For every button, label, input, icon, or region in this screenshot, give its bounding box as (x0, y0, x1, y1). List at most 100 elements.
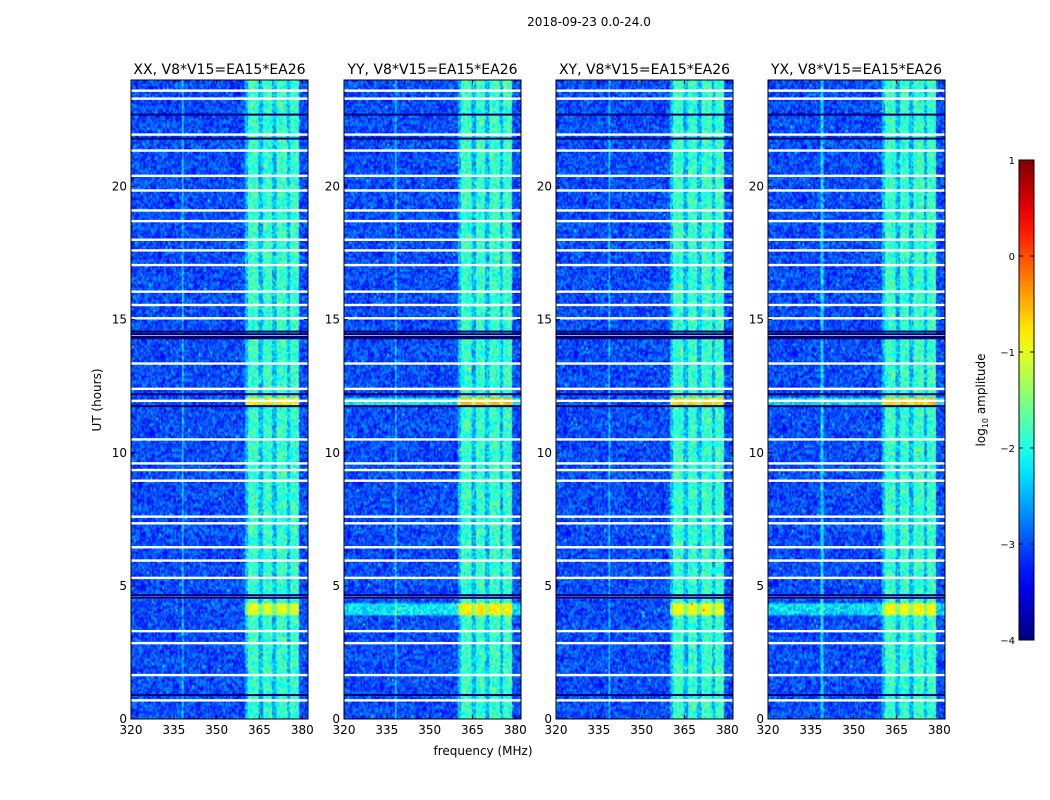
flagged-gap (768, 673, 945, 677)
axes-frame (130, 79, 309, 720)
x-tick-label: 380 (504, 723, 527, 737)
y-tick-label: 20 (325, 180, 340, 194)
dark-row (768, 405, 945, 408)
flagged-gap (768, 189, 945, 192)
flagged-gap (344, 174, 521, 178)
x-tick-label: 335 (162, 723, 185, 737)
x-tick-label: 365 (248, 723, 271, 737)
dark-row (768, 335, 945, 338)
flagged-gap (131, 317, 308, 320)
flagged-gap (768, 399, 945, 403)
flagged-gap (768, 89, 945, 92)
flagged-gap (768, 559, 945, 562)
y-tick-label: 5 (544, 579, 552, 593)
axes-frame (555, 79, 734, 720)
dark-row (131, 335, 308, 338)
colorbar-tick-label: −2 (1000, 444, 1015, 455)
flagged-gap (344, 462, 521, 465)
dark-row (768, 137, 945, 140)
flagged-gap (768, 515, 945, 518)
flagged-gap (131, 515, 308, 518)
y-tick-label: 10 (325, 446, 340, 460)
flagged-gap (131, 629, 308, 633)
flagged-gap (556, 468, 733, 472)
flagged-gap (131, 438, 308, 441)
dark-row (344, 333, 521, 336)
flagged-gap (131, 559, 308, 562)
dark-row (344, 337, 521, 340)
x-tick-label: 380 (291, 723, 314, 737)
colorbar-tick-label: 1 (1009, 156, 1015, 167)
x-tick-label: 365 (885, 723, 908, 737)
x-tick-label: 350 (630, 723, 653, 737)
colorbar-tick-label: −1 (1000, 348, 1015, 359)
flagged-gap (131, 249, 308, 252)
flagged-gap (556, 629, 733, 633)
flagged-gap (768, 522, 945, 525)
flagged-gap (131, 97, 308, 100)
y-tick-label: 10 (537, 446, 552, 460)
y-tick-label: 20 (749, 180, 764, 194)
x-tick-label: 365 (461, 723, 484, 737)
flagged-gap (556, 149, 733, 152)
flagged-gap (344, 89, 521, 92)
x-tick-label: 335 (375, 723, 398, 737)
flagged-gap (556, 189, 733, 192)
colorbar-tick-label: 0 (1009, 252, 1015, 263)
flagged-gap (344, 219, 521, 223)
flagged-gap (131, 334, 308, 337)
dark-row (556, 694, 733, 697)
flagged-gap (768, 641, 945, 645)
flagged-gap (556, 209, 733, 212)
flagged-gap (556, 699, 733, 702)
flagged-gap (556, 303, 733, 307)
flagged-gap (556, 387, 733, 391)
flagged-gap (131, 576, 308, 580)
panel-yx: YX, V8*V15=EA15*EA26 320 335 350 365 380 0 5 10 1… (749, 62, 951, 737)
flagged-gap (344, 317, 521, 320)
flagged-gap (768, 438, 945, 441)
dark-row (556, 113, 733, 116)
panel-title: YY, V8*V15=EA15*EA26 (346, 62, 517, 78)
flagged-gap (131, 219, 308, 223)
dark-row (344, 113, 521, 116)
y-tick-label: 0 (332, 712, 340, 726)
flagged-gap (768, 317, 945, 320)
y-tick-label: 10 (112, 446, 127, 460)
x-tick-label: 350 (418, 723, 441, 737)
flagged-gap (131, 149, 308, 152)
flagged-gap (344, 238, 521, 241)
dark-row (131, 393, 308, 396)
y-tick-label: 0 (119, 712, 127, 726)
flagged-gap (131, 263, 308, 267)
flagged-gap (344, 387, 521, 391)
flagged-gap (131, 468, 308, 472)
dark-row (344, 596, 521, 599)
flagged-gap (344, 149, 521, 152)
flagged-gap (768, 238, 945, 241)
flagged-gap (768, 576, 945, 580)
flagged-gap (556, 174, 733, 178)
flagged-gap (556, 249, 733, 252)
flagged-gap (344, 576, 521, 580)
colorbar-gradient (1018, 159, 1035, 641)
flagged-gap (556, 263, 733, 267)
dark-row (131, 405, 308, 408)
dark-row (131, 596, 308, 599)
flagged-gap (556, 334, 733, 337)
flagged-gap (768, 699, 945, 702)
y-tick-label: 15 (112, 313, 127, 327)
y-tick-label: 0 (756, 712, 764, 726)
dark-row (556, 393, 733, 396)
flagged-gap (556, 515, 733, 518)
dark-row (556, 594, 733, 597)
flagged-gap (344, 699, 521, 702)
flagged-gap (556, 97, 733, 100)
flagged-gap (131, 462, 308, 465)
flagged-gap (344, 559, 521, 562)
flagged-gap (131, 699, 308, 702)
flagged-gap (344, 438, 521, 441)
dark-row (131, 694, 308, 697)
flagged-gap (131, 362, 308, 365)
panel-xy: XY, V8*V15=EA15*EA26 320 335 350 365 380 0 5 10 1… (537, 62, 739, 737)
